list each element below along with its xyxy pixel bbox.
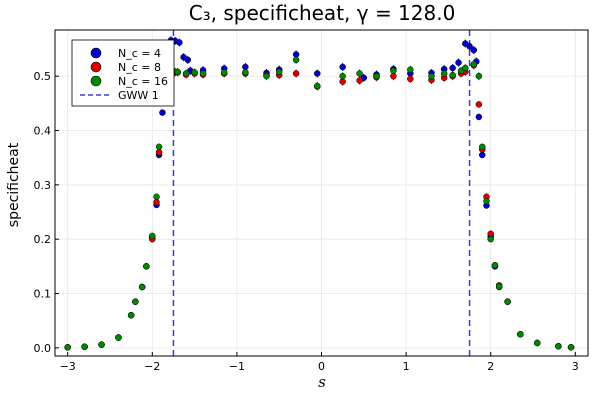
point-s2-p21: [275, 68, 283, 76]
point-s1-p28: [407, 75, 414, 83]
point-s2-p0: [64, 344, 71, 351]
y-tick-label-4: 0.4: [34, 125, 52, 138]
point-s2-p42: [517, 331, 524, 338]
point-s2-p6: [138, 283, 146, 291]
point-s2-p23: [314, 82, 321, 90]
legend-marker-nc4: [90, 47, 102, 59]
legend: N_c = 4 N_c = 8 N_c = 16 GWW 1: [71, 39, 175, 107]
point-s2-p28: [407, 66, 414, 73]
point-s2-p43: [533, 339, 541, 347]
point-s2-p18: [220, 69, 228, 76]
y-tick-label-5: 0.5: [34, 70, 52, 83]
point-s2-p29: [428, 72, 435, 80]
chart-title: C₃, specificheat, γ = 128.0: [189, 1, 456, 25]
point-s0-p22: [242, 63, 249, 71]
legend-marker-nc16: [90, 75, 102, 87]
y-tick-label-3: 0.3: [34, 179, 52, 192]
y-tick-label-2: 0.2: [34, 233, 52, 246]
x-axis-label: s: [318, 373, 326, 391]
point-s1-p27: [390, 72, 397, 80]
point-s0-p34: [449, 64, 456, 72]
point-s2-p33: [462, 64, 469, 72]
y-axis-label: specificheat: [6, 142, 22, 227]
point-s0-p27: [339, 63, 346, 71]
point-s0-p38: [470, 46, 478, 54]
point-s1-p38: [487, 230, 494, 237]
grid-lines: [55, 30, 588, 356]
point-s2-p7: [143, 263, 150, 270]
point-s1-p25: [356, 77, 363, 84]
point-s0-p25: [292, 51, 300, 58]
y-tick-label-0: 0.0: [34, 342, 52, 355]
point-s2-p41: [504, 298, 511, 305]
x-tick-label-2: −1: [229, 360, 245, 373]
point-s2-p36: [478, 143, 486, 151]
point-s2-p27: [390, 67, 397, 74]
point-s2-p3: [115, 334, 122, 341]
legend-label-nc8: N_c = 8: [118, 61, 161, 74]
x-tick-label-0: −3: [60, 360, 76, 373]
point-s0-p26: [314, 70, 321, 77]
point-s2-p2: [98, 341, 105, 348]
x-tick-label-6: 3: [572, 360, 579, 373]
point-s1-p35: [475, 101, 483, 108]
x-tick-label-4: 1: [403, 360, 410, 373]
point-s2-p8: [149, 232, 156, 240]
point-s0-p37: [466, 43, 473, 50]
point-s2-p37: [483, 197, 490, 205]
x-tick-label-3: 0: [318, 360, 325, 373]
point-s2-p31: [449, 71, 456, 79]
point-s2-p5: [132, 298, 139, 305]
point-s2-p40: [495, 283, 503, 290]
point-s2-p4: [127, 312, 135, 319]
point-s2-p10: [155, 143, 163, 151]
point-s1-p10: [155, 149, 163, 156]
point-s0-p35: [455, 59, 462, 66]
point-s0-p18: [184, 56, 192, 64]
point-s0-p41: [478, 151, 486, 159]
point-s2-p30: [440, 70, 448, 77]
legend-label-nc16: N_c = 16: [118, 75, 168, 88]
legend-label-nc4: N_c = 4: [118, 47, 161, 60]
x-tick-label-5: 2: [487, 360, 494, 373]
point-s2-p35: [475, 72, 483, 80]
point-s2-p44: [555, 342, 562, 350]
y-tick-label-1: 0.1: [34, 288, 52, 301]
point-s2-p45: [567, 344, 575, 351]
point-s2-p25: [356, 70, 363, 77]
point-s1-p22: [292, 70, 300, 77]
point-s2-p16: [191, 69, 198, 76]
point-s2-p15: [182, 70, 190, 77]
point-s2-p22: [292, 56, 300, 64]
tick-labels: −3 −2 −1 0 1 2 3 0.0 0.1 0.2 0.3 0.4 0.5: [34, 70, 579, 373]
point-s2-p34: [470, 60, 478, 68]
point-s2-p26: [373, 72, 380, 80]
point-s2-p9: [153, 193, 160, 201]
point-s2-p39: [491, 262, 499, 269]
point-s2-p24: [339, 72, 346, 80]
point-s2-p1: [81, 343, 88, 351]
point-s2-p14: [174, 68, 181, 76]
point-s2-p17: [199, 70, 207, 77]
point-s1-p9: [153, 198, 160, 206]
x-tick-label-1: −2: [144, 360, 160, 373]
point-s2-p38: [487, 235, 494, 243]
point-s0-p40: [475, 113, 483, 121]
point-s2-p19: [242, 69, 249, 76]
legend-label-gww: GWW 1: [118, 89, 159, 102]
point-s1-p24: [339, 78, 346, 85]
point-s0-p16: [176, 39, 183, 46]
point-s2-p20: [263, 72, 270, 80]
point-s0-p11: [159, 109, 166, 116]
legend-marker-nc8: [90, 61, 102, 73]
